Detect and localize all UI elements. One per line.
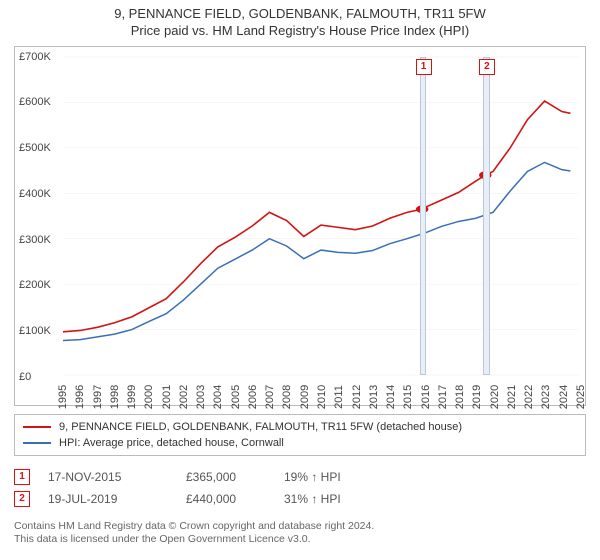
y-tick-label: £400K <box>19 188 51 200</box>
x-tick-label: 2009 <box>299 385 311 409</box>
y-tick-label: £700K <box>19 51 51 63</box>
y-tick-label: £200K <box>19 279 51 291</box>
sale-row-marker: 2 <box>14 491 30 507</box>
x-tick-label: 2008 <box>281 385 293 409</box>
y-tick-label: £0 <box>19 371 31 383</box>
legend-label-blue: HPI: Average price, detached house, Corn… <box>59 437 284 449</box>
legend-row-red: 9, PENNANCE FIELD, GOLDENBANK, FALMOUTH,… <box>23 419 577 435</box>
x-tick-label: 2025 <box>575 385 587 409</box>
sale-row: 2 19-JUL-2019 £440,000 31% ↑ HPI <box>14 488 586 510</box>
x-tick-label: 2012 <box>351 385 363 409</box>
footer-line-2: This data is licensed under the Open Gov… <box>14 533 586 547</box>
sales-table: 1 17-NOV-2015 £365,000 19% ↑ HPI 2 19-JUL-201… <box>14 466 586 510</box>
x-tick-label: 1998 <box>109 385 121 409</box>
x-tick-label: 2017 <box>437 385 449 409</box>
x-tick-label: 2021 <box>506 385 518 409</box>
title-line-2: Price paid vs. HM Land Registry's House … <box>14 23 586 40</box>
x-tick-label: 2007 <box>264 385 276 409</box>
x-tick-label: 2020 <box>489 385 501 409</box>
sale-date: 17-NOV-2015 <box>48 470 168 484</box>
legend-label-red: 9, PENNANCE FIELD, GOLDENBANK, FALMOUTH,… <box>59 421 462 433</box>
sale-price: £365,000 <box>186 470 266 484</box>
x-tick-label: 2018 <box>454 385 466 409</box>
x-tick-label: 2011 <box>333 385 345 409</box>
x-tick-label: 2003 <box>195 385 207 409</box>
x-tick-label: 2002 <box>178 385 190 409</box>
x-tick-label: 1997 <box>92 385 104 409</box>
footer-line-1: Contains HM Land Registry data © Crown c… <box>14 520 586 534</box>
x-tick-label: 2016 <box>420 385 432 409</box>
sale-pct: 31% ↑ HPI <box>284 492 384 506</box>
x-tick-label: 2010 <box>316 385 328 409</box>
sale-price: £440,000 <box>186 492 266 506</box>
footer: Contains HM Land Registry data © Crown c… <box>14 520 586 547</box>
sale-marker-box: 2 <box>479 59 495 75</box>
x-tick-label: 2019 <box>471 385 483 409</box>
legend-swatch-blue <box>23 442 51 444</box>
x-tick-label: 2024 <box>558 385 570 409</box>
plot-area <box>63 57 579 375</box>
price-chart: £0 £100K £200K £300K £400K £500K £600K £700K 199… <box>14 46 586 406</box>
y-tick-label: £100K <box>19 325 51 337</box>
x-tick-label: 2004 <box>212 385 224 409</box>
sale-row: 1 17-NOV-2015 £365,000 19% ↑ HPI <box>14 466 586 488</box>
x-tick-label: 2023 <box>540 385 552 409</box>
title-line-1: 9, PENNANCE FIELD, GOLDENBANK, FALMOUTH,… <box>14 6 586 23</box>
x-tick-label: 2001 <box>161 385 173 409</box>
legend-row-blue: HPI: Average price, detached house, Corn… <box>23 435 577 451</box>
x-tick-label: 2000 <box>143 385 155 409</box>
x-tick-label: 2005 <box>230 385 242 409</box>
y-tick-label: £500K <box>19 142 51 154</box>
x-tick-label: 1999 <box>126 385 138 409</box>
x-tick-label: 2014 <box>385 385 397 409</box>
sale-row-marker: 1 <box>14 469 30 485</box>
x-tick-label: 2013 <box>368 385 380 409</box>
sale-pct: 19% ↑ HPI <box>284 470 384 484</box>
sale-band <box>483 57 490 375</box>
x-tick-label: 1995 <box>57 385 69 409</box>
legend-swatch-red <box>23 426 51 428</box>
sale-date: 19-JUL-2019 <box>48 492 168 506</box>
sale-band <box>420 57 426 375</box>
x-tick-label: 1996 <box>74 385 86 409</box>
y-tick-label: £600K <box>19 96 51 108</box>
x-tick-label: 2006 <box>247 385 259 409</box>
y-tick-label: £300K <box>19 234 51 246</box>
series-red <box>63 101 570 332</box>
x-tick-label: 2015 <box>402 385 414 409</box>
legend: 9, PENNANCE FIELD, GOLDENBANK, FALMOUTH,… <box>14 414 586 456</box>
sale-marker-box: 1 <box>416 59 432 75</box>
x-tick-label: 2022 <box>523 385 535 409</box>
